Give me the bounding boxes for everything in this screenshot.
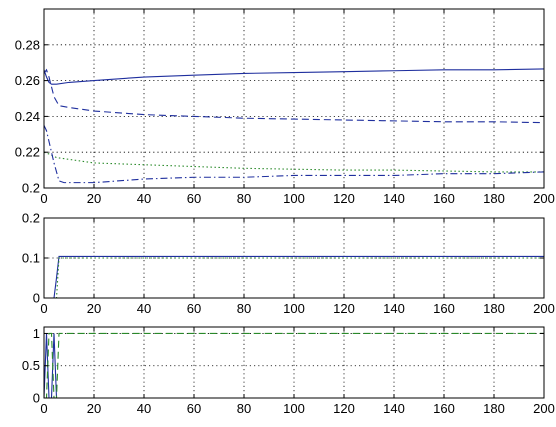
x-tick-label: 200 — [533, 191, 555, 206]
x-tick-label: 140 — [383, 191, 405, 206]
x-tick-label: 160 — [433, 301, 455, 316]
x-tick-label: 80 — [237, 191, 251, 206]
series-line-3 — [43, 151, 544, 173]
y-tick-label: 0.1 — [22, 251, 40, 266]
x-tick-label: 200 — [533, 301, 555, 316]
x-tick-label: 20 — [87, 401, 101, 416]
x-tick-label: 0 — [40, 301, 47, 316]
x-tick-label: 80 — [237, 401, 251, 416]
x-tick-label: 180 — [483, 401, 505, 416]
x-tick-label: 120 — [333, 401, 355, 416]
y-tick-label: 0.2 — [22, 211, 40, 226]
x-tick-label: 160 — [433, 191, 455, 206]
y-tick-label: 0.24 — [15, 109, 40, 124]
plot-area — [43, 326, 545, 399]
x-tick-label: 0 — [40, 191, 47, 206]
x-tick-label: 40 — [137, 401, 151, 416]
x-tick-label: 120 — [333, 301, 355, 316]
x-tick-label: 0 — [40, 401, 47, 416]
y-tick-label: 0.2 — [22, 181, 40, 196]
series-line-2 — [44, 332, 544, 399]
y-tick-label: 0.5 — [22, 358, 40, 373]
y-tick-label: 0 — [33, 291, 40, 306]
y-tick-label: 0.26 — [15, 73, 40, 88]
series-line-4 — [43, 125, 545, 184]
x-tick-label: 100 — [283, 191, 305, 206]
x-tick-label: 100 — [283, 401, 305, 416]
x-tick-label: 20 — [87, 301, 101, 316]
x-tick-label: 20 — [87, 191, 101, 206]
series-line-1 — [43, 68, 545, 85]
x-tick-label: 140 — [383, 301, 405, 316]
y-tick-label: 0.28 — [15, 37, 40, 52]
x-tick-label: 180 — [483, 191, 505, 206]
panel-2: 0 20 40 60 80 100 120 140 160 180 200 0 0.1 0.2 — [22, 211, 555, 317]
x-tick-label: 60 — [187, 301, 201, 316]
x-tick-label: 60 — [187, 401, 201, 416]
x-tick-label: 140 — [383, 401, 405, 416]
x-tick-label: 200 — [533, 401, 555, 416]
x-tick-label: 40 — [137, 301, 151, 316]
x-tick-label: 120 — [333, 191, 355, 206]
series-line-2 — [44, 257, 544, 299]
x-tick-label: 100 — [283, 301, 305, 316]
x-tick-label: 60 — [187, 191, 201, 206]
y-tick-label: 1 — [33, 326, 40, 341]
x-tick-label: 160 — [433, 401, 455, 416]
x-tick-label: 40 — [137, 191, 151, 206]
panel-3: 0 20 40 60 80 100 120 140 160 180 200 0 0.5 1 — [22, 326, 555, 416]
x-tick-label: 180 — [483, 301, 505, 316]
series-line-2 — [43, 68, 545, 124]
y-tick-label: 0.22 — [15, 145, 40, 160]
y-tick-label: 0 — [33, 391, 40, 406]
x-tick-label: 80 — [237, 301, 251, 316]
panel-1: 0 20 40 60 80 100 120 140 160 180 200 0.2 0.22 0.24 0.… — [15, 8, 555, 206]
